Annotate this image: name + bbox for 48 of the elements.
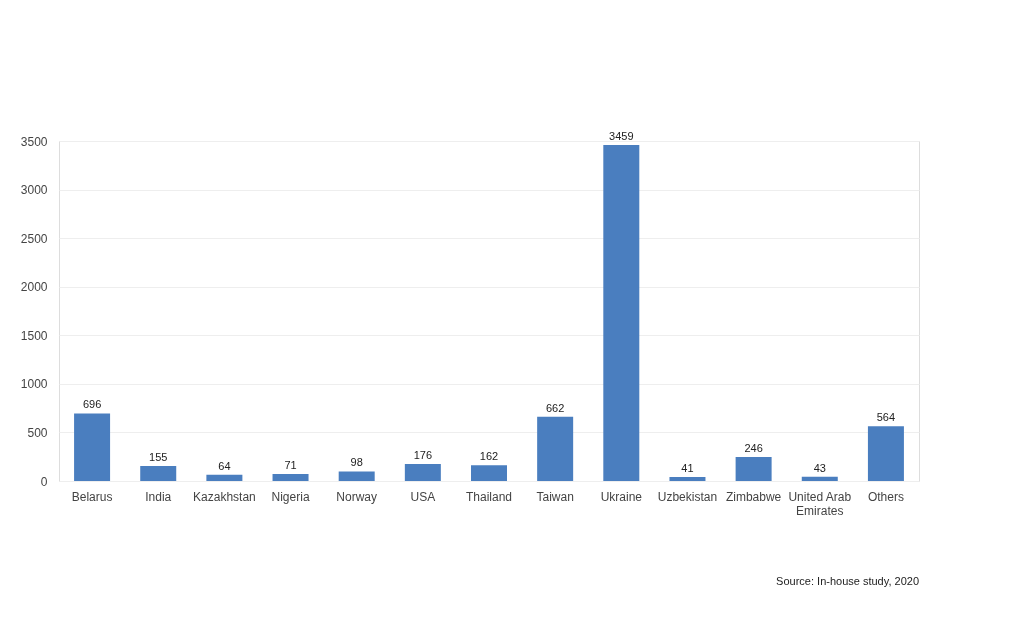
x-tick-label: Thailand — [465, 489, 513, 504]
bar — [537, 416, 574, 481]
x-tick-label: Kazakhstan — [193, 489, 256, 504]
x-tick-label: Norway — [336, 489, 378, 504]
data-label: 176 — [413, 448, 433, 461]
y-tick-label: 2500 — [20, 231, 48, 246]
bar — [404, 463, 441, 481]
x-tick-label: Zimbabwe — [725, 489, 782, 504]
x-tick-label: USA — [410, 489, 436, 504]
bar — [206, 474, 243, 481]
data-label: 43 — [813, 461, 826, 474]
data-label: 696 — [82, 398, 102, 411]
bar — [74, 413, 111, 481]
y-tick-label: 1000 — [20, 377, 48, 392]
bar — [867, 426, 904, 481]
data-label: 41 — [681, 462, 694, 475]
data-label: 64 — [218, 459, 231, 472]
x-tick-label: United Arab Emirates — [788, 489, 852, 518]
bar — [140, 465, 177, 481]
x-tick-label: Taiwan — [536, 489, 574, 504]
x-tick-label: Nigeria — [271, 489, 310, 504]
data-label: 155 — [149, 450, 168, 463]
y-tick-label: 0 — [40, 474, 48, 489]
data-label: 564 — [876, 411, 896, 424]
x-tick-label: Uzbekistan — [657, 489, 718, 504]
x-tick-label: Belarus — [71, 489, 113, 504]
x-tick-label: Ukraine — [600, 489, 643, 504]
x-tick-label: Others — [867, 489, 904, 504]
bar — [669, 477, 706, 481]
x-tick-label: India — [145, 489, 172, 504]
bar — [801, 476, 838, 481]
y-tick-label: 3500 — [20, 134, 48, 149]
bar — [603, 144, 640, 481]
data-label: 162 — [479, 450, 499, 463]
y-tick-label: 500 — [27, 425, 48, 440]
source-note: Source: In-house study, 2020 — [776, 575, 919, 587]
bar — [338, 471, 375, 481]
data-label: 71 — [284, 459, 297, 472]
data-label: 246 — [744, 442, 763, 455]
y-tick-label: 2000 — [20, 280, 48, 295]
y-tick-label: 1500 — [20, 328, 48, 343]
y-tick-label: 3000 — [20, 183, 48, 198]
bar — [272, 474, 309, 481]
data-label: 662 — [545, 401, 565, 414]
bar — [735, 457, 772, 481]
data-label: 3459 — [609, 129, 634, 142]
data-label: 98 — [350, 456, 363, 469]
bar — [471, 465, 507, 481]
